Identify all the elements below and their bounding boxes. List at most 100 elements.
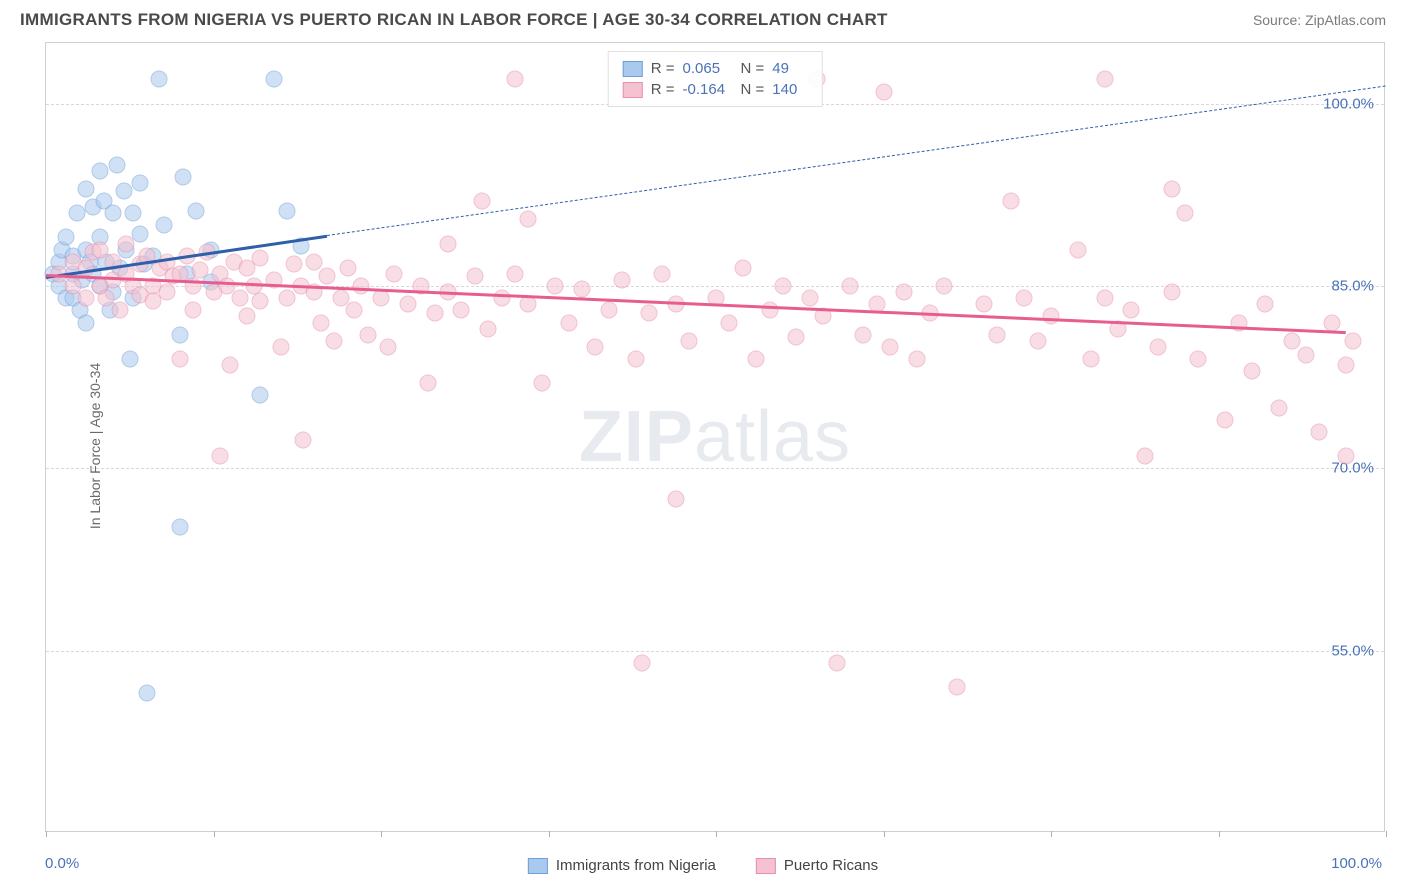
series-legend: Immigrants from Nigeria Puerto Ricans bbox=[528, 857, 878, 874]
data-point bbox=[1150, 338, 1167, 355]
data-point bbox=[185, 302, 202, 319]
data-point bbox=[1344, 332, 1361, 349]
y-tick-label: 70.0% bbox=[1331, 460, 1374, 477]
data-point bbox=[111, 302, 128, 319]
data-point bbox=[58, 229, 75, 246]
data-point bbox=[155, 217, 172, 234]
legend-r-value: 0.065 bbox=[683, 60, 733, 77]
plot-area: 55.0%70.0%85.0%100.0% bbox=[46, 43, 1384, 831]
data-point bbox=[1096, 290, 1113, 307]
data-point bbox=[279, 202, 296, 219]
x-axis-max-label: 100.0% bbox=[1331, 855, 1382, 872]
data-point bbox=[359, 326, 376, 343]
data-point bbox=[232, 290, 249, 307]
data-point bbox=[634, 654, 651, 671]
data-point bbox=[721, 314, 738, 331]
data-point bbox=[828, 654, 845, 671]
data-point bbox=[192, 262, 209, 279]
data-point bbox=[533, 375, 550, 392]
data-point bbox=[386, 265, 403, 282]
legend-row: R =-0.164N =140 bbox=[623, 79, 808, 100]
data-point bbox=[426, 304, 443, 321]
data-point bbox=[681, 332, 698, 349]
data-point bbox=[373, 290, 390, 307]
data-point bbox=[78, 180, 95, 197]
data-point bbox=[473, 193, 490, 210]
data-point bbox=[453, 302, 470, 319]
data-point bbox=[989, 326, 1006, 343]
legend-n-label: N = bbox=[741, 81, 765, 98]
trend-extrapolation bbox=[327, 86, 1386, 236]
legend-row: R =0.065N =49 bbox=[623, 58, 808, 79]
legend-n-value: 140 bbox=[772, 81, 807, 98]
data-point bbox=[587, 338, 604, 355]
data-point bbox=[1029, 332, 1046, 349]
x-tick bbox=[381, 831, 382, 837]
data-point bbox=[105, 205, 122, 222]
data-point bbox=[1337, 357, 1354, 374]
data-point bbox=[507, 265, 524, 282]
data-point bbox=[188, 202, 205, 219]
y-tick-label: 85.0% bbox=[1331, 278, 1374, 295]
data-point bbox=[1123, 302, 1140, 319]
x-tick bbox=[884, 831, 885, 837]
data-point bbox=[150, 71, 167, 88]
data-point bbox=[91, 162, 108, 179]
data-point bbox=[174, 168, 191, 185]
data-point bbox=[1096, 71, 1113, 88]
y-tick-label: 55.0% bbox=[1331, 642, 1374, 659]
data-point bbox=[272, 338, 289, 355]
data-point bbox=[352, 278, 369, 295]
data-point bbox=[312, 314, 329, 331]
data-point bbox=[295, 432, 312, 449]
data-point bbox=[1177, 205, 1194, 222]
chart-area: 55.0%70.0%85.0%100.0% ZIPatlas R =0.065N… bbox=[45, 42, 1385, 832]
data-point bbox=[440, 235, 457, 252]
data-point bbox=[131, 174, 148, 191]
data-point bbox=[855, 326, 872, 343]
data-point bbox=[109, 156, 126, 173]
data-point bbox=[138, 685, 155, 702]
legend-n-value: 49 bbox=[772, 60, 807, 77]
data-point bbox=[239, 308, 256, 325]
legend-swatch bbox=[756, 858, 776, 874]
data-point bbox=[1337, 448, 1354, 465]
correlation-legend: R =0.065N =49R =-0.164N =140 bbox=[608, 51, 823, 107]
x-axis-min-label: 0.0% bbox=[45, 855, 79, 872]
data-point bbox=[976, 296, 993, 313]
data-point bbox=[1311, 423, 1328, 440]
data-point bbox=[118, 235, 135, 252]
data-point bbox=[614, 272, 631, 289]
data-point bbox=[909, 351, 926, 368]
data-point bbox=[949, 679, 966, 696]
data-point bbox=[252, 292, 269, 309]
data-point bbox=[379, 338, 396, 355]
data-point bbox=[600, 302, 617, 319]
data-point bbox=[172, 351, 189, 368]
data-point bbox=[212, 448, 229, 465]
data-point bbox=[1244, 363, 1261, 380]
data-point bbox=[466, 268, 483, 285]
data-point bbox=[1324, 314, 1341, 331]
legend-swatch bbox=[623, 61, 643, 77]
series-legend-label: Immigrants from Nigeria bbox=[556, 857, 716, 874]
data-point bbox=[667, 490, 684, 507]
data-point bbox=[882, 338, 899, 355]
data-point bbox=[507, 71, 524, 88]
data-point bbox=[115, 183, 132, 200]
legend-swatch bbox=[623, 82, 643, 98]
data-point bbox=[935, 278, 952, 295]
x-tick bbox=[46, 831, 47, 837]
data-point bbox=[895, 284, 912, 301]
data-point bbox=[306, 253, 323, 270]
data-point bbox=[172, 518, 189, 535]
data-point bbox=[654, 265, 671, 282]
data-point bbox=[78, 314, 95, 331]
x-tick bbox=[716, 831, 717, 837]
data-point bbox=[279, 290, 296, 307]
series-legend-label: Puerto Ricans bbox=[784, 857, 878, 874]
data-point bbox=[1016, 290, 1033, 307]
data-point bbox=[560, 314, 577, 331]
data-point bbox=[761, 302, 778, 319]
x-tick bbox=[214, 831, 215, 837]
